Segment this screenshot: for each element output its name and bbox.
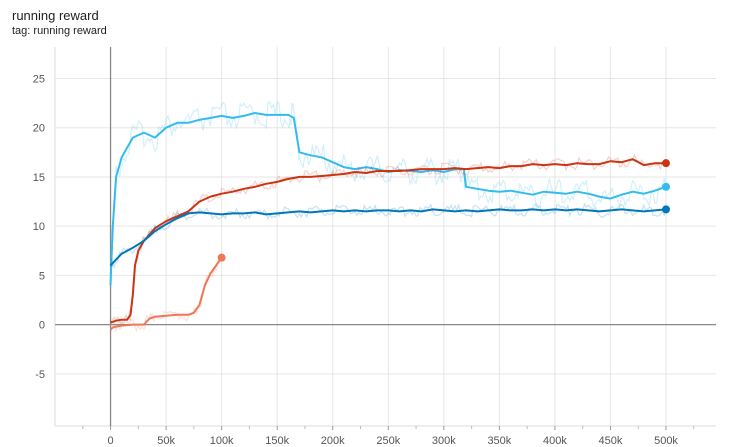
- series-end-point: [662, 205, 671, 214]
- series-end-point: [662, 159, 671, 168]
- x-axis-ticks: 0 50k 100k 150k 200k 250k 300k 350k 400k 450k 500k: [82, 426, 695, 447]
- series-group: [109, 100, 671, 334]
- x-tick-label: 500k: [654, 435, 678, 447]
- x-tick-label: 150k: [265, 435, 289, 447]
- x-tick-label: 250k: [376, 435, 400, 447]
- y-axis-ticks: -5 0 5 10 15 20 25: [33, 74, 45, 381]
- series-raw-line: [110, 202, 667, 270]
- y-tick-label: -5: [35, 369, 45, 381]
- series-raw-line: [110, 254, 222, 334]
- chart-axes: [54, 47, 716, 427]
- y-tick-label: 5: [39, 270, 45, 282]
- y-tick-label: 10: [33, 221, 45, 233]
- y-tick-label: 0: [39, 320, 45, 332]
- chart-header: running reward tag: running reward: [12, 8, 107, 38]
- series-line: [109, 257, 223, 331]
- series-end-point: [217, 253, 226, 262]
- x-tick-label: 50k: [157, 435, 175, 447]
- x-tick-label: 300k: [432, 435, 456, 447]
- x-tick-label: 400k: [543, 435, 567, 447]
- series-raw-line: [109, 100, 667, 289]
- y-tick-label: 15: [33, 172, 45, 184]
- series-raw-line: [109, 153, 667, 327]
- x-tick-label: 200k: [321, 435, 345, 447]
- x-tick-label: 100k: [210, 435, 234, 447]
- series-end-point: [662, 182, 671, 191]
- series-line: [110, 158, 666, 324]
- chart-tag: tag: running reward: [12, 25, 107, 37]
- y-tick-label: 20: [33, 123, 45, 135]
- x-tick-label: 350k: [487, 435, 511, 447]
- y-tick-label: 25: [33, 74, 45, 86]
- x-tick-label: 450k: [599, 435, 623, 447]
- series-line: [109, 112, 667, 286]
- chart-grid: [55, 47, 716, 426]
- chart-title: running reward: [12, 8, 99, 23]
- x-tick-label: 0: [107, 435, 113, 447]
- series-line: [109, 208, 667, 267]
